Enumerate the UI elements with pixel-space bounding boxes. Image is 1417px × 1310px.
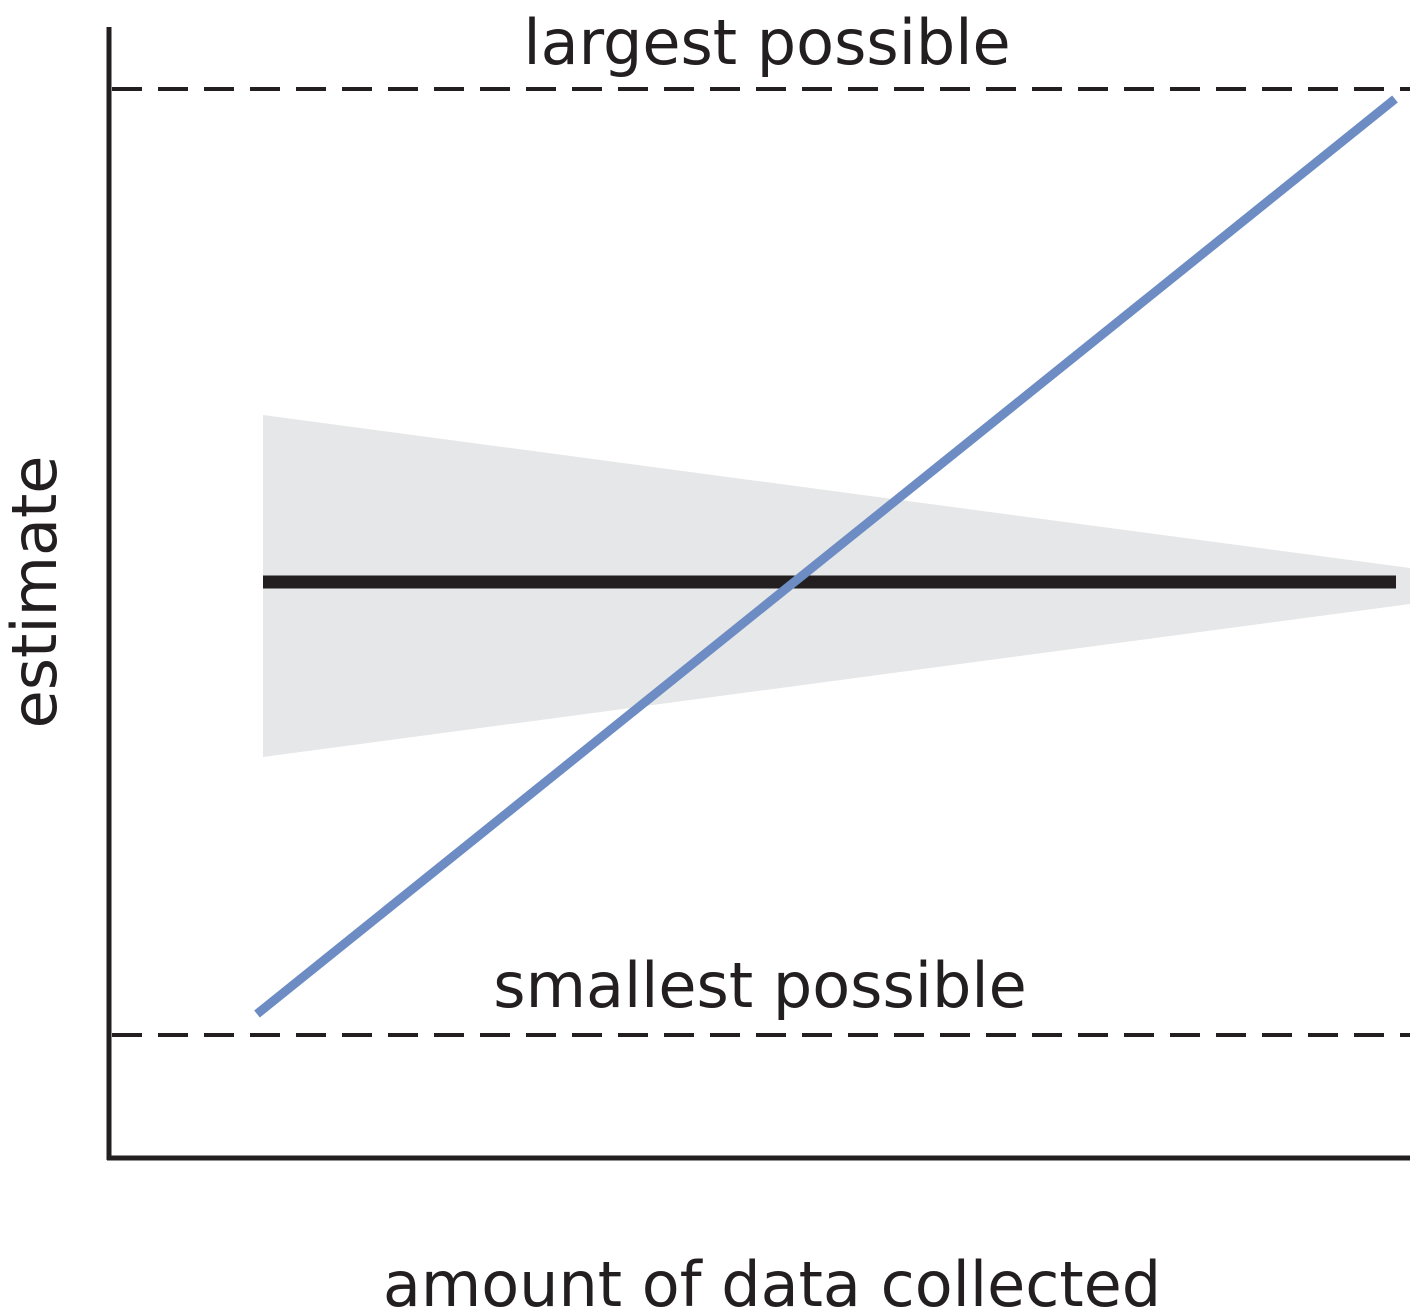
largest-possible-label: largest possible [523,6,1010,79]
rising-estimate-line [254,95,1398,1018]
x-axis-label: amount of data collected [383,1248,1161,1310]
smallest-possible-label: smallest possible [493,949,1026,1022]
y-axis-label: estimate [0,456,71,729]
